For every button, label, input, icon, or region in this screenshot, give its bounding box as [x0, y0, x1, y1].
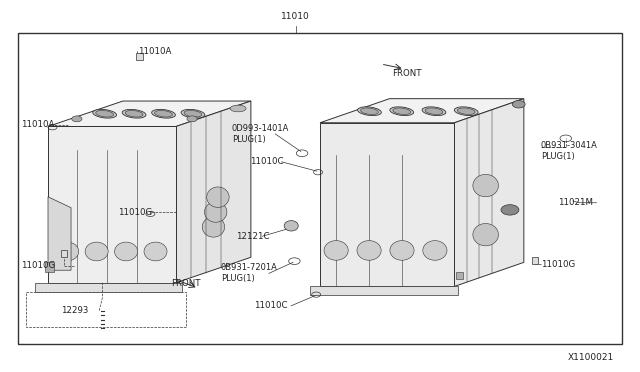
Text: 11010A: 11010A — [138, 47, 171, 56]
Ellipse shape — [360, 108, 378, 115]
Ellipse shape — [85, 242, 108, 261]
Bar — [456, 272, 463, 279]
Polygon shape — [48, 126, 176, 283]
Ellipse shape — [152, 109, 175, 118]
Ellipse shape — [473, 174, 499, 197]
Ellipse shape — [458, 108, 475, 115]
Ellipse shape — [202, 217, 225, 237]
Text: 11010G: 11010G — [21, 262, 56, 270]
Polygon shape — [48, 197, 71, 270]
Text: 11010A: 11010A — [21, 120, 54, 129]
Text: X1100021: X1100021 — [568, 353, 614, 362]
Bar — [45, 262, 54, 272]
Ellipse shape — [284, 221, 298, 231]
Ellipse shape — [230, 105, 246, 112]
Polygon shape — [454, 99, 524, 286]
Polygon shape — [176, 101, 251, 283]
Ellipse shape — [454, 107, 478, 116]
Text: 11010G: 11010G — [541, 260, 575, 269]
Bar — [532, 257, 538, 264]
Ellipse shape — [56, 242, 79, 261]
Ellipse shape — [390, 107, 413, 116]
Polygon shape — [310, 286, 458, 295]
Text: 11010C: 11010C — [254, 301, 287, 310]
Ellipse shape — [125, 110, 143, 117]
Text: 0B931-7201A: 0B931-7201A — [221, 263, 278, 272]
Ellipse shape — [205, 202, 227, 222]
Circle shape — [72, 116, 82, 122]
Text: PLUG(1): PLUG(1) — [232, 135, 266, 144]
Ellipse shape — [390, 241, 414, 260]
Circle shape — [501, 205, 519, 215]
Text: FRONT: FRONT — [392, 69, 422, 78]
Ellipse shape — [357, 241, 381, 260]
Text: PLUG(1): PLUG(1) — [221, 275, 255, 283]
Ellipse shape — [181, 109, 205, 118]
Polygon shape — [35, 283, 182, 292]
Ellipse shape — [393, 108, 411, 115]
Text: 11021M: 11021M — [558, 198, 593, 207]
Ellipse shape — [155, 110, 172, 117]
Text: 12121C: 12121C — [236, 232, 269, 241]
Bar — [18, 33, 622, 344]
Ellipse shape — [425, 108, 443, 115]
Ellipse shape — [115, 242, 138, 261]
Ellipse shape — [207, 187, 229, 208]
Circle shape — [513, 100, 525, 108]
Ellipse shape — [473, 224, 499, 246]
Text: 0D993-1401A: 0D993-1401A — [232, 124, 289, 133]
Circle shape — [187, 116, 197, 122]
Text: 11010C: 11010C — [250, 157, 283, 166]
Text: FRONT: FRONT — [172, 279, 201, 288]
Bar — [61, 250, 67, 257]
Ellipse shape — [93, 109, 116, 118]
Ellipse shape — [96, 110, 113, 117]
Text: PLUG(1): PLUG(1) — [541, 152, 575, 161]
Bar — [136, 53, 143, 60]
Text: 11010G: 11010G — [118, 208, 153, 217]
Text: 12293: 12293 — [61, 306, 88, 315]
Ellipse shape — [358, 107, 381, 116]
Ellipse shape — [184, 110, 202, 117]
Polygon shape — [48, 101, 251, 126]
Ellipse shape — [324, 241, 348, 260]
Ellipse shape — [144, 242, 167, 261]
Text: 11010: 11010 — [282, 12, 310, 21]
Polygon shape — [320, 99, 524, 123]
Ellipse shape — [423, 241, 447, 260]
Ellipse shape — [122, 109, 146, 118]
Ellipse shape — [422, 107, 446, 116]
Polygon shape — [320, 123, 454, 286]
Text: 0B931-3041A: 0B931-3041A — [541, 141, 598, 150]
